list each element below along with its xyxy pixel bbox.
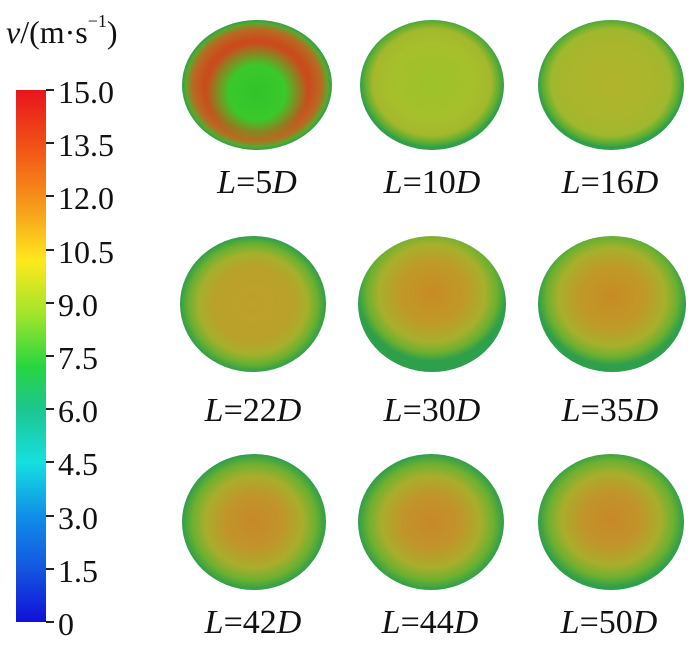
label-eq: = [223,392,243,429]
colorbar-tick-label: 9.0 [58,286,98,323]
section-contour-7 [182,454,326,590]
label-var: L [217,164,237,201]
colorbar-tick-label: 13.5 [58,127,114,164]
section-label-6: L=35D [520,392,700,430]
label-value: 44 [419,604,454,641]
section-label-1: L=5D [167,164,347,202]
label-unit: D [633,392,659,429]
colorbar-ticks [46,89,54,623]
section-contour-6 [538,236,686,372]
label-unit: D [455,392,481,429]
colorbar-tick-label: 0 [58,606,74,642]
section-label-9: L=50D [519,604,699,642]
colorbar-tick [46,355,54,357]
label-var: L [561,164,581,201]
title-exponent: −1 [87,11,107,32]
label-unit: D [633,164,659,201]
title-unit: /(m·s [20,14,88,50]
label-var: L [383,164,403,201]
section-contour-5 [358,236,506,372]
label-unit: D [455,164,481,201]
colorbar-tick [46,461,54,464]
colorbar-tick-label: 7.5 [58,340,98,376]
label-eq: = [400,604,420,641]
label-value: 22 [242,392,277,429]
colorbar-tick-label: 6.0 [58,393,98,430]
colorbar-tick-label: 12.0 [58,180,114,217]
colorbar-tick [46,567,54,570]
label-value: 16 [599,164,634,201]
section-contour-8 [358,454,504,590]
colorbar-tick-label: 3.0 [58,499,98,536]
colorbar [16,90,46,622]
section-contour-4 [180,236,326,372]
colorbar-tick-label: 10.5 [58,233,114,270]
title-close: ) [106,14,118,50]
label-eq: = [223,604,243,641]
label-value: 5 [255,164,273,201]
colorbar-tick [46,142,54,145]
label-eq: = [236,164,256,201]
label-var: L [383,392,403,429]
label-unit: D [453,604,479,641]
label-var: L [381,604,401,641]
colorbar-tick [46,301,54,304]
section-label-4: L=22D [163,392,343,430]
colorbar-tick [46,89,54,91]
colorbar-tick-label: 1.5 [58,552,98,589]
section-label-2: L=10D [342,164,522,202]
label-unit: D [276,604,302,641]
label-var: L [560,604,580,641]
section-label-3: L=16D [520,164,700,202]
label-var: L [204,604,224,641]
section-contour-3 [538,20,684,150]
colorbar-tick [46,248,54,251]
label-value: 50 [598,604,633,641]
label-eq: = [402,392,422,429]
section-label-8: L=44D [340,604,520,642]
label-value: 30 [421,392,456,429]
label-value: 42 [242,604,277,641]
colorbar-tick [46,195,54,198]
section-contour-9 [538,454,684,590]
label-unit: D [632,604,658,641]
label-unit: D [272,164,297,201]
colorbar-tick-label: 15.0 [58,74,114,110]
label-value: 35 [599,392,634,429]
label-unit: D [276,392,302,429]
colorbar-tick-label: 4.5 [58,446,98,483]
colorbar-tick [46,621,54,623]
label-var: L [204,392,224,429]
label-value: 10 [421,164,456,201]
section-label-5: L=30D [342,392,522,430]
label-eq: = [580,392,600,429]
label-eq: = [402,164,422,201]
section-label-7: L=42D [163,604,343,642]
label-var: L [561,392,581,429]
colorbar-tick [46,514,54,517]
colorbar-tick [46,408,54,411]
section-contour-1 [182,20,332,150]
label-eq: = [579,604,599,641]
title-symbol: v [6,14,21,50]
label-eq: = [580,164,600,201]
colorbar-title: v/(m·s−1) [6,11,118,51]
section-contour-2 [360,20,504,150]
